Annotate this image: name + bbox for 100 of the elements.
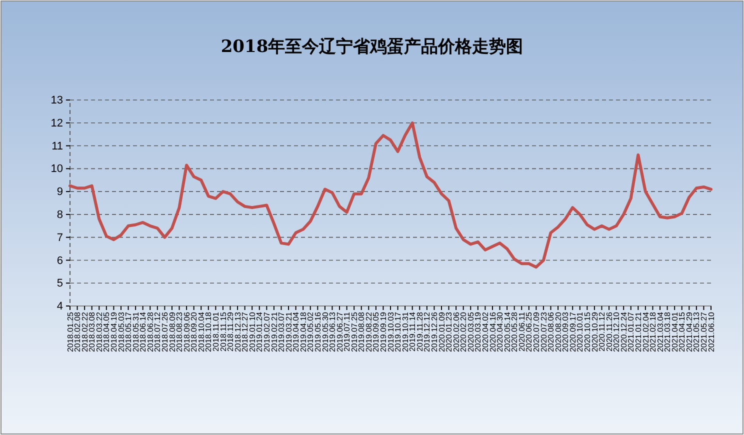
x-tick-label: 2019.03.07 bbox=[277, 311, 286, 352]
x-tick-label: 2020.09.03 bbox=[561, 311, 570, 352]
x-tick-label: 2020.08.06 bbox=[546, 311, 556, 352]
x-tick-label: 2018.05.31 bbox=[131, 311, 140, 352]
x-tick-label: 2018.03.22 bbox=[94, 311, 104, 352]
x-tick-label: 2021.05.13 bbox=[692, 311, 702, 352]
x-tick-label: 2019.09.19 bbox=[379, 311, 388, 352]
x-tick-label: 2019.04.18 bbox=[298, 311, 308, 352]
y-tick-label: 11 bbox=[52, 140, 63, 152]
x-tick-label: 2018.02.08 bbox=[73, 311, 82, 352]
x-tick-label: 2019.12.26 bbox=[430, 311, 440, 352]
y-tick-label: 10 bbox=[50, 163, 63, 176]
x-tick-label: 2020.03.05 bbox=[466, 311, 476, 352]
x-tick-label: 2019.10.17 bbox=[394, 311, 403, 352]
y-tick-label: 9 bbox=[56, 186, 63, 198]
line-series bbox=[68, 121, 712, 269]
x-tick-label: 2018.05.17 bbox=[124, 311, 134, 352]
x-tick-label: 2021.01.07 bbox=[626, 311, 636, 352]
x-tick-label: 2018.09.20 bbox=[190, 311, 199, 352]
x-tick-label: 2019.03.21 bbox=[284, 311, 294, 352]
y-tick-label: 6 bbox=[56, 254, 63, 267]
x-tick-label: 2020.08.20 bbox=[554, 311, 563, 352]
x-tick-label: 2020.02.06 bbox=[452, 311, 461, 352]
chart-title: 2018年至今辽宁省鸡蛋产品价格走势图 bbox=[220, 37, 524, 57]
x-tick-label: 2019.11.28 bbox=[415, 311, 424, 352]
y-tick-label: 5 bbox=[56, 278, 63, 290]
x-tick-label: 2018.03.08 bbox=[88, 311, 97, 352]
x-tick-label: 2020.11.12 bbox=[598, 311, 607, 352]
x-tick-label: 2018.11.15 bbox=[218, 311, 228, 352]
x-tick-label: 2018.05.03 bbox=[116, 311, 126, 352]
x-tick-label: 2020.02.20 bbox=[459, 311, 468, 352]
x-tick-label: 2021.02.18 bbox=[648, 311, 658, 352]
x-tick-label: 2019.02.21 bbox=[270, 311, 279, 352]
x-tick-label: 2019.07.11 bbox=[342, 311, 352, 352]
x-tick-label: 2018.04.05 bbox=[102, 311, 112, 352]
x-tick-label: 2020.10.01 bbox=[576, 311, 585, 352]
x-tick-label: 2018.07.12 bbox=[153, 311, 162, 352]
x-tick-label: 2020.05.28 bbox=[510, 311, 520, 352]
x-tick-label: 2019.12.12 bbox=[422, 311, 432, 352]
x-tick-label: 2020.10.15 bbox=[582, 311, 592, 352]
x-tick-label: 2020.04.02 bbox=[480, 311, 490, 352]
x-tick-label: 2020.03.19 bbox=[474, 311, 483, 352]
x-tick-label: 2021.02.04 bbox=[641, 311, 650, 352]
x-tick-label: 2021.04.29 bbox=[684, 311, 694, 352]
x-tick-label: 2021.03.18 bbox=[663, 311, 672, 352]
x-tick-label: 2020.05.14 bbox=[502, 311, 512, 352]
x-tick-label: 2018.08.23 bbox=[175, 311, 184, 352]
x-tick-label: 2019.08.08 bbox=[357, 311, 366, 352]
x-tick-label: 2018.04.19 bbox=[110, 311, 119, 352]
x-tick-label: 2021.06.10 bbox=[706, 311, 716, 352]
x-tick-label: 2020.06.25 bbox=[524, 311, 534, 352]
x-tick-label: 2020.04.16 bbox=[488, 311, 498, 352]
x-tick-label: 2018.10.18 bbox=[204, 311, 214, 352]
x-tick-label: 2019.01.10 bbox=[248, 311, 257, 352]
x-tick-label: 2018.10.04 bbox=[196, 311, 206, 352]
x-tick-label: 2019.09.05 bbox=[372, 311, 381, 352]
x-tick-label: 2021.01.21 bbox=[634, 311, 643, 352]
x-tick-label: 2019.10.31 bbox=[400, 311, 410, 352]
x-tick-label: 2021.03.04 bbox=[656, 311, 665, 352]
x-tick-label: 2018.08.09 bbox=[168, 311, 177, 352]
x-tick-label: 2018.06.28 bbox=[146, 311, 155, 352]
x-tick-label: 2020.01.09 bbox=[437, 311, 446, 352]
x-tick-label: 2020.09.17 bbox=[568, 311, 578, 352]
y-tick-label: 12 bbox=[50, 117, 63, 130]
x-tick-label: 2018.12.13 bbox=[233, 311, 242, 352]
x-tick-label: 2020.11.26 bbox=[604, 311, 614, 352]
x-tick-label: 2018.11.29 bbox=[226, 311, 236, 352]
x-tick-label: 2019.10.03 bbox=[386, 311, 396, 352]
x-tick-label: 2020.06.11 bbox=[517, 311, 526, 352]
x-tick-label: 2018.12.27 bbox=[240, 311, 250, 352]
y-tick-label: 13 bbox=[50, 94, 63, 107]
x-tick-label: 2021.05.27 bbox=[700, 311, 709, 352]
x-tick-label: 2018.11.01 bbox=[211, 311, 220, 352]
x-tick-label: 2019.01.24 bbox=[255, 311, 264, 352]
x-tick-label: 2019.05.16 bbox=[313, 311, 322, 352]
x-tick-label: 2021.04.01 bbox=[670, 311, 680, 352]
x-tick-label: 2020.07.23 bbox=[539, 311, 548, 352]
x-tick-label: 2019.04.04 bbox=[292, 311, 301, 352]
x-tick-label: 2019.06.27 bbox=[335, 311, 344, 352]
x-tick-label: 2020.01.23 bbox=[444, 311, 454, 352]
x-tick-label: 2018.02.22 bbox=[80, 311, 90, 352]
x-tick-label: 2018.09.06 bbox=[182, 311, 192, 352]
x-tick-label: 2019.05.30 bbox=[320, 311, 330, 352]
y-tick-label: 7 bbox=[56, 232, 63, 244]
x-tick-label: 2020.07.09 bbox=[532, 311, 541, 352]
x-tick-label: 2019.02.07 bbox=[262, 311, 272, 352]
x-tick-label: 2019.11.14 bbox=[408, 311, 418, 352]
x-tick-label: 2018.06.14 bbox=[138, 311, 148, 352]
x-tick-label: 2018.01.25 bbox=[66, 311, 75, 352]
x-tick-label: 2020.04.30 bbox=[496, 311, 505, 352]
x-tick-label: 2018.07.26 bbox=[160, 311, 170, 352]
x-tick-label: 2020.12.24 bbox=[619, 311, 628, 352]
x-tick-label: 2019.05.02 bbox=[306, 311, 316, 352]
y-tick-label: 8 bbox=[56, 208, 63, 221]
x-tick-label: 2021.04.15 bbox=[678, 311, 687, 352]
x-tick-label: 2020.10.29 bbox=[590, 311, 600, 352]
y-tick-label: 4 bbox=[56, 300, 63, 313]
x-tick-label: 2019.06.13 bbox=[328, 311, 338, 352]
x-tick-label: 2020.12.10 bbox=[612, 311, 622, 352]
x-tick-label: 2019.08.22 bbox=[364, 311, 374, 352]
